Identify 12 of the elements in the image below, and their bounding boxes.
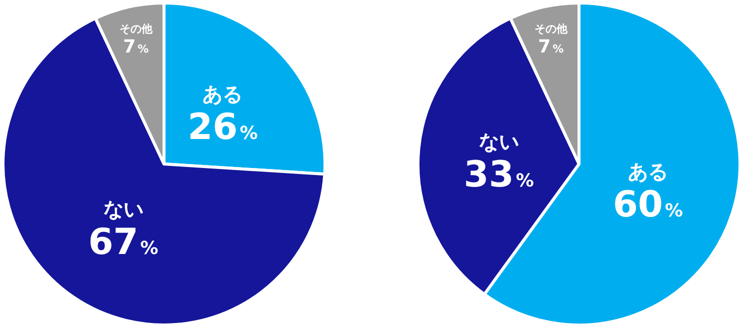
data-label: 26% <box>188 106 258 148</box>
slice-label: その他 <box>534 22 568 36</box>
slice-label: ある <box>628 159 668 184</box>
data-label: 7% <box>538 36 564 58</box>
slice-label: ある <box>202 82 243 106</box>
data-label: 33% <box>464 154 534 196</box>
slice-label: ない <box>478 129 519 154</box>
data-label: 7% <box>123 36 149 58</box>
data-label: 60% <box>612 184 683 226</box>
slice-label: その他 <box>119 22 154 36</box>
slice-label: ない <box>103 196 144 221</box>
data-label: 67% <box>88 222 158 263</box>
